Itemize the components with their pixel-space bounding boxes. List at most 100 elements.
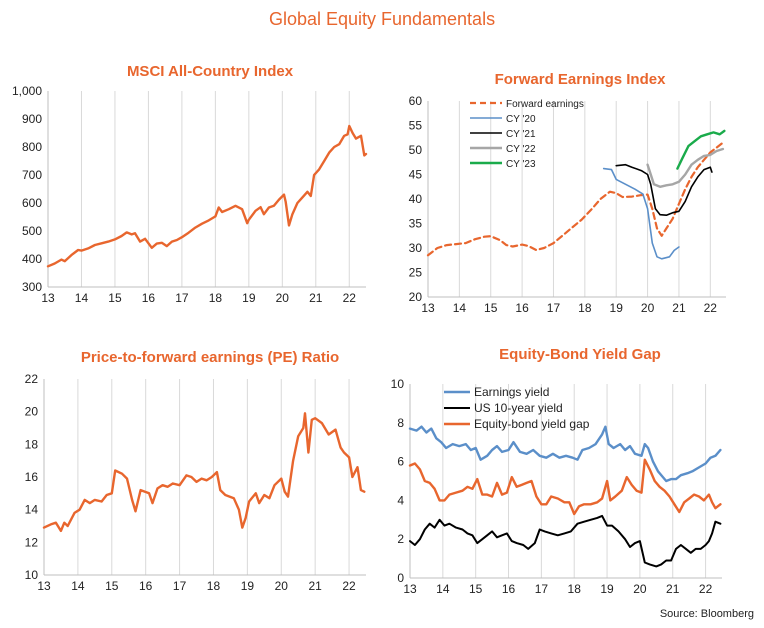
chart-pe_ratio: 13 14 15 16 17 18 19 20 21 22 10 12 14 16 18 20 22 [25, 372, 366, 593]
x-tick-label: 16 [142, 291, 156, 305]
y-tick-label: 60 [409, 94, 423, 108]
x-tick-label: 15 [108, 291, 122, 305]
x-tick-label: 18 [207, 579, 221, 593]
x-tick-label: 14 [453, 301, 467, 315]
series-line-cy-23 [676, 129, 726, 170]
x-tick-label: 19 [600, 582, 614, 596]
y-tick-label: 800 [22, 140, 42, 154]
legend-label: CY '22 [506, 144, 536, 155]
y-tick-label: 30 [409, 241, 423, 255]
y-tick-label: 10 [25, 568, 39, 582]
y-tick-label: 0 [397, 571, 404, 585]
y-tick-label: 45 [409, 168, 423, 182]
chart-msci: 13 14 15 16 17 18 19 20 21 22 300 400 500 600 700 800 90… [12, 84, 368, 305]
legend-label: Equity-bond yield gap [474, 417, 590, 431]
x-tick-label: 20 [275, 579, 289, 593]
chart-yield_gap: 13 14 15 16 17 18 19 20 21 22 0 2 4 6 8 10 Earnings yiel… [391, 377, 722, 596]
y-tick-label: 55 [409, 119, 423, 133]
x-tick-label: 22 [342, 579, 356, 593]
x-tick-label: 18 [568, 582, 582, 596]
x-tick-label: 19 [610, 301, 624, 315]
x-tick-label: 21 [309, 291, 323, 305]
x-tick-label: 18 [209, 291, 223, 305]
series-line-cy-22 [646, 147, 725, 188]
x-tick-label: 16 [139, 579, 153, 593]
x-tick-label: 15 [484, 301, 498, 315]
y-tick-label: 25 [409, 266, 423, 280]
y-tick-label: 400 [22, 252, 42, 266]
x-tick-label: 19 [242, 291, 256, 305]
y-tick-label: 2 [397, 532, 404, 546]
chart-title-pe-ratio: Price-to-forward earnings (PE) Ratio [80, 349, 340, 366]
chart-fwd_earnings: 13 14 15 16 17 18 19 20 21 22 20 25 30 35 40 45 50 55 60 Fo… [409, 94, 726, 315]
legend-fwd_earnings: Forward earnings CY '20 CY '21 CY '22 CY '23 [470, 99, 584, 170]
legend-label: Forward earnings [506, 99, 584, 110]
series-line-cy-21 [615, 163, 713, 216]
x-tick-label: 17 [547, 301, 561, 315]
series-line-equity-bond-yield-gap [408, 458, 722, 516]
x-tick-label: 13 [403, 582, 417, 596]
x-tick-label: 16 [502, 582, 516, 596]
y-tick-label: 16 [25, 470, 39, 484]
series-line-msci [46, 124, 368, 268]
y-tick-label: 900 [22, 112, 42, 126]
y-tick-label: 500 [22, 224, 42, 238]
chart-title-msci: MSCI All-Country Index [126, 63, 294, 80]
y-tick-label: 700 [22, 168, 42, 182]
y-tick-label: 18 [25, 437, 39, 451]
x-tick-label: 19 [241, 579, 255, 593]
y-tick-label: 14 [25, 503, 39, 517]
x-tick-label: 22 [699, 582, 713, 596]
x-tick-label: 15 [469, 582, 483, 596]
y-tick-label: 20 [409, 290, 423, 304]
x-tick-label: 13 [421, 301, 435, 315]
y-tick-label: 4 [397, 493, 404, 507]
series-line-forward-earnings [426, 141, 724, 257]
legend-yield_gap: Earnings yield US 10-year yield Equity-bon… [444, 385, 590, 431]
source-note: Source: Bloomberg [659, 608, 754, 620]
x-tick-label: 17 [535, 582, 549, 596]
chart-title-forward-earnings: Forward Earnings Index [494, 71, 666, 88]
legend-label: US 10-year yield [474, 401, 563, 415]
legend-label: Earnings yield [474, 385, 549, 399]
series-line-pe_ratio [42, 412, 366, 533]
y-tick-label: 8 [397, 416, 404, 430]
x-tick-label: 20 [633, 582, 647, 596]
x-tick-label: 17 [173, 579, 187, 593]
x-tick-label: 22 [343, 291, 357, 305]
x-tick-label: 18 [578, 301, 592, 315]
y-tick-label: 20 [25, 405, 39, 419]
y-tick-label: 35 [409, 217, 423, 231]
y-tick-label: 600 [22, 196, 42, 210]
y-tick-label: 50 [409, 143, 423, 157]
x-tick-label: 14 [71, 579, 85, 593]
x-tick-label: 13 [37, 579, 51, 593]
y-tick-label: 12 [25, 535, 39, 549]
y-tick-label: 6 [397, 455, 404, 469]
y-tick-label: 22 [25, 372, 39, 386]
x-tick-label: 16 [515, 301, 529, 315]
x-tick-label: 13 [41, 291, 55, 305]
x-tick-label: 21 [308, 579, 322, 593]
x-tick-label: 21 [666, 582, 680, 596]
x-tick-label: 20 [641, 301, 655, 315]
series-line-earnings-yield [408, 425, 722, 483]
y-tick-label: 10 [391, 377, 405, 391]
x-tick-label: 14 [75, 291, 89, 305]
y-tick-label: 300 [22, 280, 42, 294]
x-tick-label: 14 [436, 582, 450, 596]
y-tick-label: 1,000 [12, 84, 42, 98]
y-tick-label: 40 [409, 192, 423, 206]
series-line-cy-20 [602, 167, 680, 260]
x-tick-label: 17 [175, 291, 189, 305]
chart-title-yield-gap: Equity-Bond Yield Gap [499, 346, 661, 363]
page-title: Global Equity Fundamentals [268, 9, 496, 29]
legend-label: CY '21 [506, 129, 536, 140]
x-tick-label: 22 [704, 301, 718, 315]
x-tick-label: 20 [276, 291, 290, 305]
x-tick-label: 21 [672, 301, 686, 315]
series-line-us-10-year-yield [409, 514, 722, 568]
x-tick-label: 15 [105, 579, 119, 593]
